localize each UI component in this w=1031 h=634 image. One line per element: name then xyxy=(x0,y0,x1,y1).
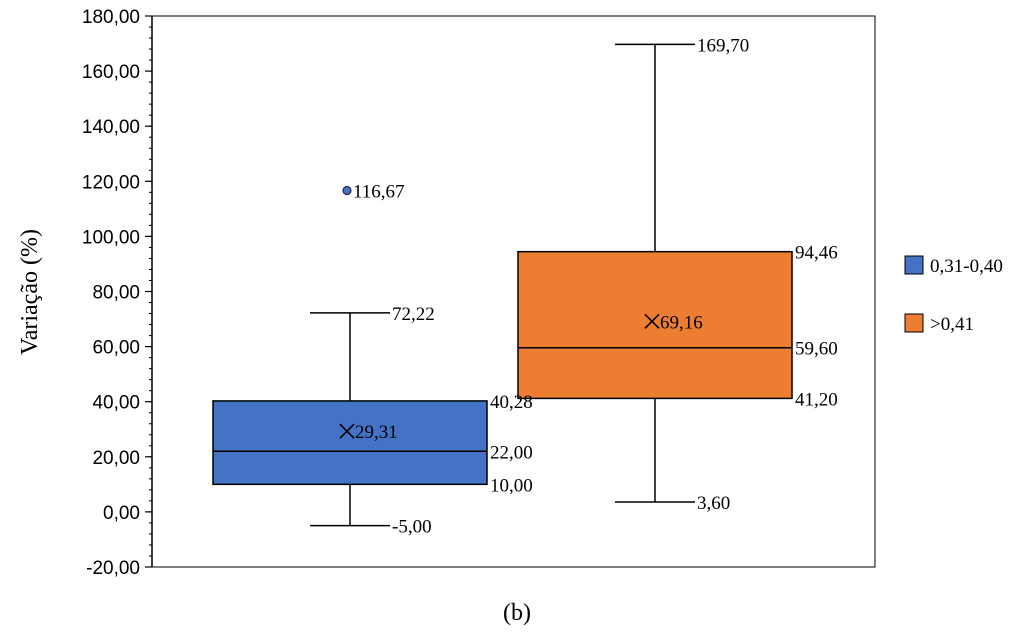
legend-swatch xyxy=(904,255,924,275)
y-tick-label: 40,00 xyxy=(92,393,140,414)
label-q1: 41,20 xyxy=(795,389,838,410)
y-tick-label: 160,00 xyxy=(82,62,140,83)
mean-marker xyxy=(644,313,660,329)
labels-box-2: 169,70 3,60 94,46 41,20 59,60 69,16 xyxy=(660,35,838,514)
labels-box-1: 72,22 -5,00 40,28 10,00 22,00 29,31 116,67 xyxy=(353,181,533,537)
box-iqr xyxy=(212,400,488,486)
box-2 xyxy=(517,43,793,503)
box-1 xyxy=(212,185,488,527)
legend-swatch xyxy=(904,313,924,333)
y-tick-label: -20,00 xyxy=(86,558,140,579)
label-median: 59,60 xyxy=(795,339,838,360)
label-outlier: 116,67 xyxy=(353,181,405,202)
label-max: 72,22 xyxy=(392,304,435,325)
label-mean: 29,31 xyxy=(355,422,398,443)
y-tick-label: 60,00 xyxy=(92,338,140,359)
label-max: 169,70 xyxy=(697,35,749,56)
data-labels: 72,22 -5,00 40,28 10,00 22,00 29,31 116,67 169,… xyxy=(353,35,838,537)
mean-marker xyxy=(339,423,355,439)
label-q1: 10,00 xyxy=(490,475,533,496)
y-axis-label: Variação (%) xyxy=(17,229,43,355)
legend: 0,31-0,40 >0,41 xyxy=(904,255,1003,335)
label-q3: 94,46 xyxy=(795,243,838,264)
legend-item: 0,31-0,40 xyxy=(904,255,1003,277)
y-tick-label: 0,00 xyxy=(103,503,140,524)
y-tick-label: 180,00 xyxy=(82,7,140,28)
y-tick-label: 100,00 xyxy=(82,227,140,248)
label-mean: 69,16 xyxy=(660,312,703,333)
label-q3: 40,28 xyxy=(490,392,533,413)
outlier-point xyxy=(342,185,352,196)
y-tick-label: 20,00 xyxy=(92,448,140,469)
y-tick-label: 120,00 xyxy=(82,172,140,193)
label-min: 3,60 xyxy=(697,493,730,514)
y-tick-label: 80,00 xyxy=(92,283,140,304)
y-tick-label: 140,00 xyxy=(82,117,140,138)
figure-caption: (b) xyxy=(503,600,531,626)
axes: -20,00 0,00 20,00 40,00 60,00 80,00 100,00 120,… xyxy=(82,7,876,579)
boxes xyxy=(212,43,793,527)
legend-label: >0,41 xyxy=(930,314,974,335)
legend-label: 0,31-0,40 xyxy=(930,256,1003,277)
legend-item: >0,41 xyxy=(904,313,974,335)
label-min: -5,00 xyxy=(392,517,432,538)
label-median: 22,00 xyxy=(490,442,533,463)
